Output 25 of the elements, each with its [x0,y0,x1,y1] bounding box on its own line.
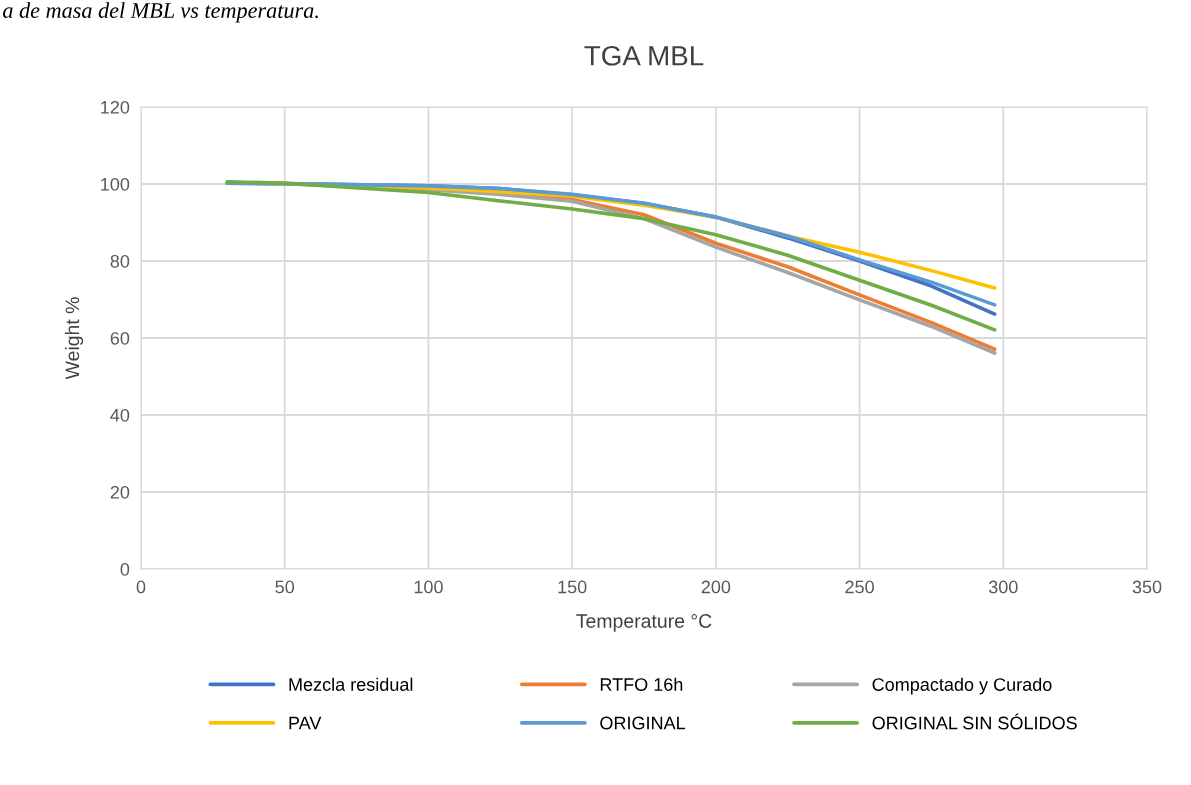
legend-label: Compactado y Curado [872,677,1052,695]
y-tick-label: 120 [101,100,130,114]
legend-label: RTFO 16h [600,677,683,691]
legend-label: ORIGINAL [600,716,686,730]
x-tick-label: 100 [414,580,443,594]
y-tick-label: 20 [110,485,130,499]
legend-label: Mezcla residual [289,677,413,691]
y-axis-title: Weight % [64,297,84,380]
text: a de masa del MBL vs temperatura. [3,2,318,23]
legend-label: ORIGINAL SIN SÓLIDOS [872,713,1077,730]
chart-title: TGA MBL [584,45,704,66]
y-tick-label: 80 [110,254,130,268]
x-tick-label: 150 [558,580,587,594]
x-tick-label: 0 [136,580,146,594]
y-tick-label: 100 [101,177,130,191]
x-tick-label: 350 [1132,580,1162,594]
x-tick-label: 300 [988,580,1018,594]
y-tick-label: 40 [110,408,130,422]
x-tick-label: 250 [845,580,874,594]
x-tick-label: 50 [275,580,295,594]
y-tick-label: 60 [110,331,130,345]
x-tick-label: 200 [701,580,731,594]
x-axis-title: Temperature °C [576,614,712,632]
legend-label: PAV [289,716,322,730]
y-tick-label: 0 [120,562,130,576]
